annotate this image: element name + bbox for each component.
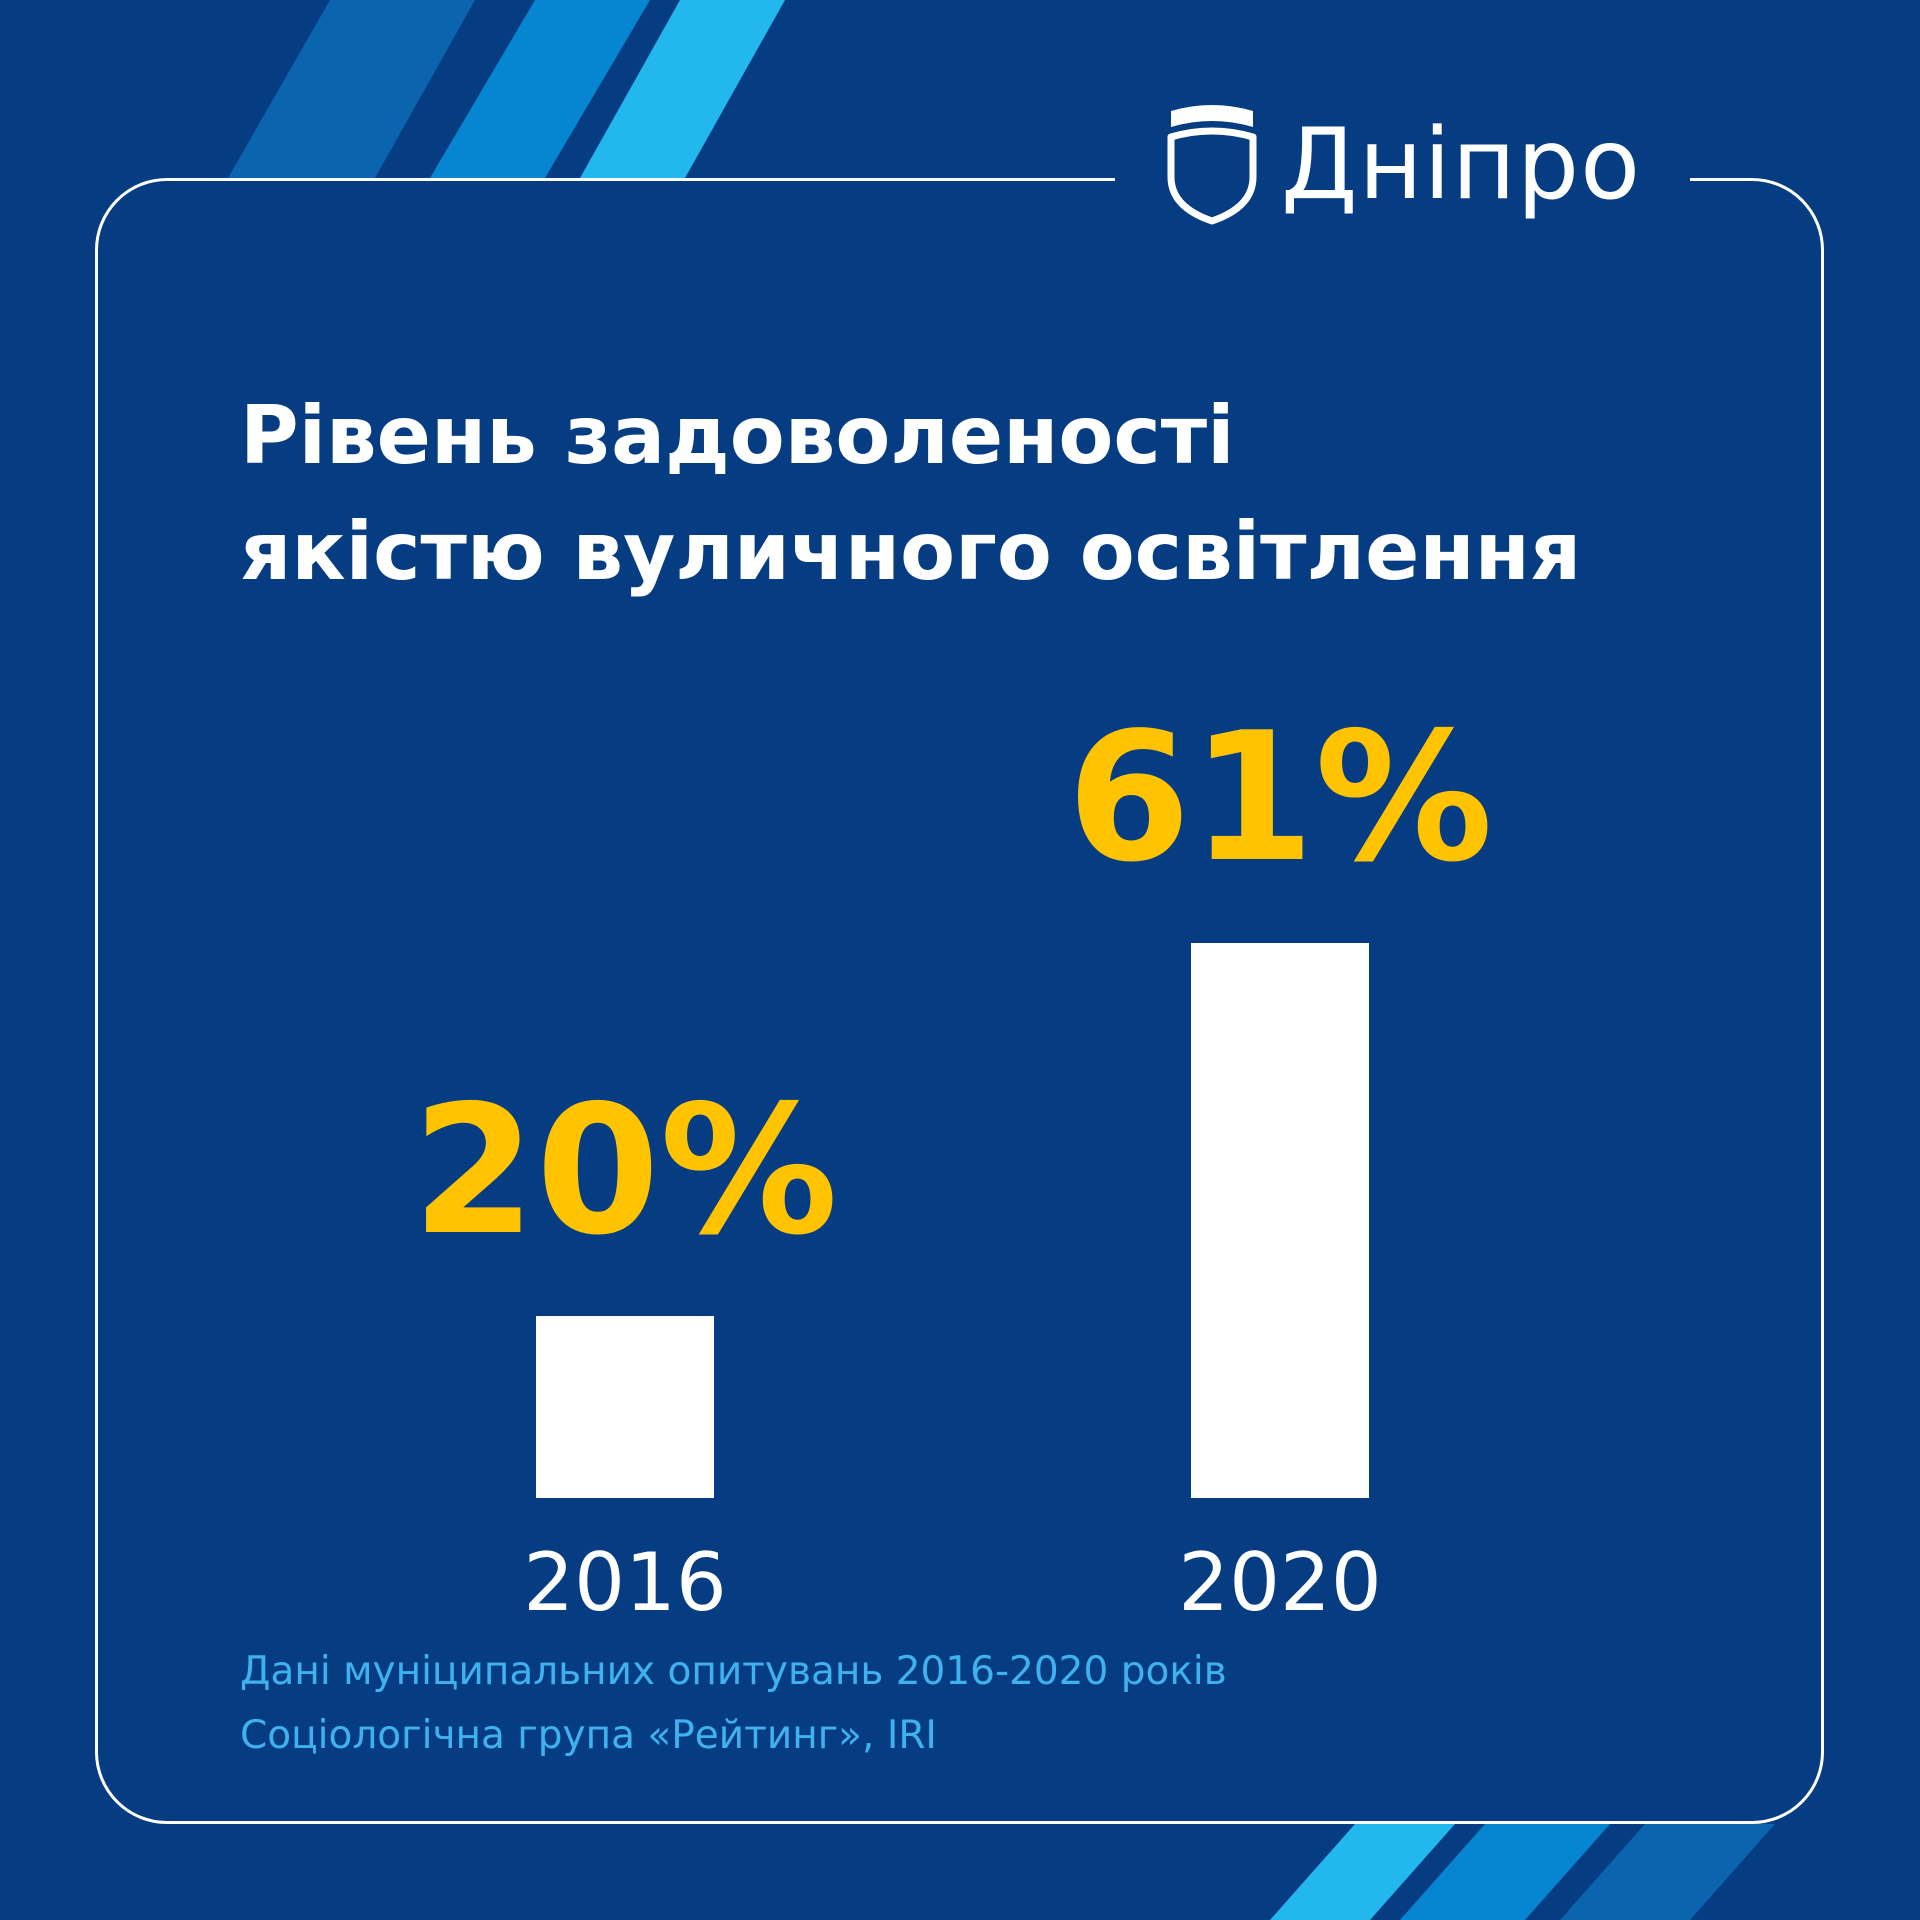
chart-title-line-2: якістю вуличного освітлення bbox=[240, 505, 1582, 598]
category-label-2020: 2020 bbox=[1178, 1536, 1382, 1629]
top-stripe-dark bbox=[228, 0, 475, 178]
frame-gap bbox=[1115, 168, 1690, 192]
value-label-2016: 20% bbox=[412, 1067, 838, 1274]
bar-2020 bbox=[1191, 943, 1369, 1498]
shield-logo-icon bbox=[1167, 105, 1257, 225]
brand-name: Дніпро bbox=[1281, 108, 1642, 222]
category-label-2016: 2016 bbox=[523, 1536, 727, 1629]
value-label-2020: 61% bbox=[1067, 694, 1493, 901]
chart-title: Рівень задоволеності якістю вуличного ос… bbox=[240, 378, 1581, 610]
chart-title-line-1: Рівень задоволеності bbox=[240, 389, 1235, 482]
bottom-stripe-mid bbox=[1400, 1824, 1610, 1920]
content-frame bbox=[95, 178, 1824, 1824]
source-footnote: Дані муніципальних опитувань 2016-2020 р… bbox=[240, 1640, 1227, 1768]
bar-2016 bbox=[536, 1316, 714, 1498]
source-line-2: Соціологічна група «Рейтинг», IRI bbox=[240, 1713, 937, 1758]
bottom-stripe-light bbox=[1270, 1824, 1455, 1920]
source-line-1: Дані муніципальних опитувань 2016-2020 р… bbox=[240, 1649, 1227, 1694]
brand-logo: Дніпро bbox=[1165, 100, 1641, 230]
top-stripe-light bbox=[580, 0, 785, 178]
top-stripe-mid bbox=[430, 0, 650, 178]
bottom-stripe-dark bbox=[1560, 1824, 1775, 1920]
